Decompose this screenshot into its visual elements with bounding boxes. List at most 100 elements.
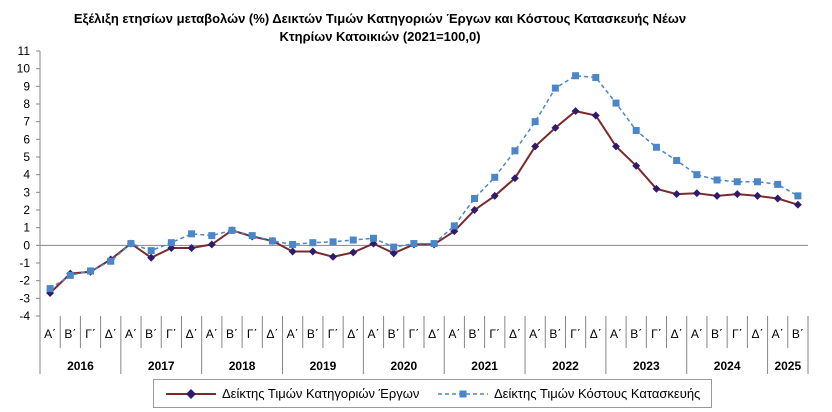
series-2-point — [329, 238, 337, 246]
series-2-point — [693, 171, 701, 179]
y-tick-label: 2 — [23, 203, 30, 217]
series-1-point — [773, 194, 782, 203]
quarter-label: Β΄ — [307, 327, 319, 341]
chart-title-line-2: Κτηρίων Κατοικιών (2021=100,0) — [279, 29, 481, 44]
series-1-point — [753, 191, 762, 200]
series-2-point — [794, 192, 802, 200]
quarter-label: Α΄ — [44, 327, 56, 341]
quarter-label: Α΄ — [448, 327, 460, 341]
series-2-point — [289, 240, 297, 248]
y-tick-label: 11 — [18, 44, 31, 58]
series-2-point — [46, 285, 54, 293]
quarter-label: Γ΄ — [409, 327, 420, 341]
year-label: 2022 — [552, 359, 579, 373]
chart-title-line-1: Εξέλιξη ετησίων μεταβολών (%) Δεικτών Τι… — [73, 11, 687, 26]
series-2-point — [713, 176, 721, 184]
quarter-label: Δ΄ — [671, 327, 683, 341]
quarter-label: Α΄ — [125, 327, 137, 341]
series-2-point — [390, 243, 398, 251]
legend-swatch-series-2 — [438, 390, 488, 398]
series-1-point — [329, 252, 338, 261]
series-1-point — [349, 248, 358, 257]
series-2-point — [107, 257, 115, 265]
series-1-point — [510, 174, 519, 183]
quarter-label: Β΄ — [630, 327, 642, 341]
quarter-label: Β΄ — [226, 327, 238, 341]
series-2-point — [491, 173, 499, 181]
year-label: 2018 — [229, 359, 256, 373]
quarter-label: Α΄ — [287, 327, 299, 341]
quarter-label: Γ΄ — [570, 327, 581, 341]
y-tick-label: -4 — [19, 309, 30, 323]
series-2-point — [774, 180, 782, 188]
quarter-label: Α΄ — [691, 327, 703, 341]
quarter-label: Γ΄ — [85, 327, 96, 341]
y-tick-label: 8 — [23, 97, 30, 111]
quarter-label: Δ΄ — [590, 327, 602, 341]
series-2-point — [349, 236, 357, 244]
quarter-label: Γ΄ — [651, 327, 662, 341]
series-2-point — [87, 267, 95, 275]
series-2-point — [248, 232, 256, 240]
series-2-point — [369, 234, 377, 242]
series-2-point — [208, 232, 216, 240]
year-label: 2016 — [67, 359, 94, 373]
quarter-label: Γ΄ — [489, 327, 500, 341]
series-1-point — [207, 240, 216, 249]
series-2-point — [410, 240, 418, 248]
quarter-label: Γ΄ — [328, 327, 339, 341]
y-tick-label: 1 — [23, 221, 30, 235]
quarter-label: Δ΄ — [751, 327, 763, 341]
year-label: 2024 — [714, 359, 741, 373]
quarter-label: Α΄ — [206, 327, 218, 341]
y-tick-label: 3 — [23, 185, 30, 199]
series-2-point — [531, 118, 539, 126]
quarter-label: Δ΄ — [509, 327, 521, 341]
year-label: 2017 — [148, 359, 175, 373]
quarter-label: Β΄ — [388, 327, 400, 341]
series-2-point — [309, 239, 317, 247]
quarter-label: Α΄ — [610, 327, 622, 341]
series-2-point — [733, 178, 741, 186]
y-tick-label: 10 — [17, 62, 31, 76]
series-1-point — [713, 191, 722, 200]
y-tick-label: -3 — [19, 291, 30, 305]
chart-legend: Δείκτης Τιμών Κατηγοριών Έργων Δείκτης Τ… — [153, 379, 712, 408]
legend-label-series-2: Δείκτης Τιμών Κόστους Κατασκευής — [494, 386, 701, 401]
series-2-point — [471, 195, 479, 203]
y-tick-label: -1 — [19, 256, 30, 270]
quarter-label: Δ΄ — [105, 327, 117, 341]
series-1-point — [490, 191, 499, 200]
quarter-label: Γ΄ — [732, 327, 743, 341]
quarter-label: Δ΄ — [266, 327, 278, 341]
series-2-point — [167, 239, 175, 247]
quarter-label: Δ΄ — [186, 327, 198, 341]
series-2-point — [632, 127, 640, 134]
year-label: 2023 — [633, 359, 660, 373]
series-1-point — [288, 247, 297, 256]
series-1-point — [308, 247, 317, 256]
series-1-point — [692, 189, 701, 198]
quarter-label: Α΄ — [367, 327, 379, 341]
quarter-label: Α΄ — [529, 327, 541, 341]
y-tick-label: 6 — [23, 132, 30, 146]
series-1-point — [389, 249, 398, 258]
year-label: 2020 — [390, 359, 417, 373]
quarter-label: Β΄ — [64, 327, 76, 341]
series-1-point — [147, 253, 156, 262]
quarter-label: Β΄ — [469, 327, 481, 341]
year-label: 2025 — [774, 359, 801, 373]
series-1-point — [733, 190, 742, 199]
series-2-point — [592, 74, 600, 81]
line-chart: -4 -3 -2 -1 0 1 2 3 4 5 6 7 8 9 10 11 Α΄ Β΄ Γ΄ Δ΄ Α΄ Β΄ Γ΄ Δ΄ Α΄… — [17, 44, 809, 374]
year-label: 2021 — [471, 359, 498, 373]
series-2-point — [268, 237, 276, 245]
legend-swatch-series-1 — [166, 389, 216, 399]
series-2-point — [430, 240, 438, 248]
series-2-point — [188, 230, 196, 238]
quarter-label: Δ΄ — [428, 327, 440, 341]
series-2-line — [49, 74, 799, 290]
quarter-label: Α΄ — [772, 327, 784, 341]
series-1-point — [652, 184, 661, 193]
series-2-point — [753, 178, 761, 186]
